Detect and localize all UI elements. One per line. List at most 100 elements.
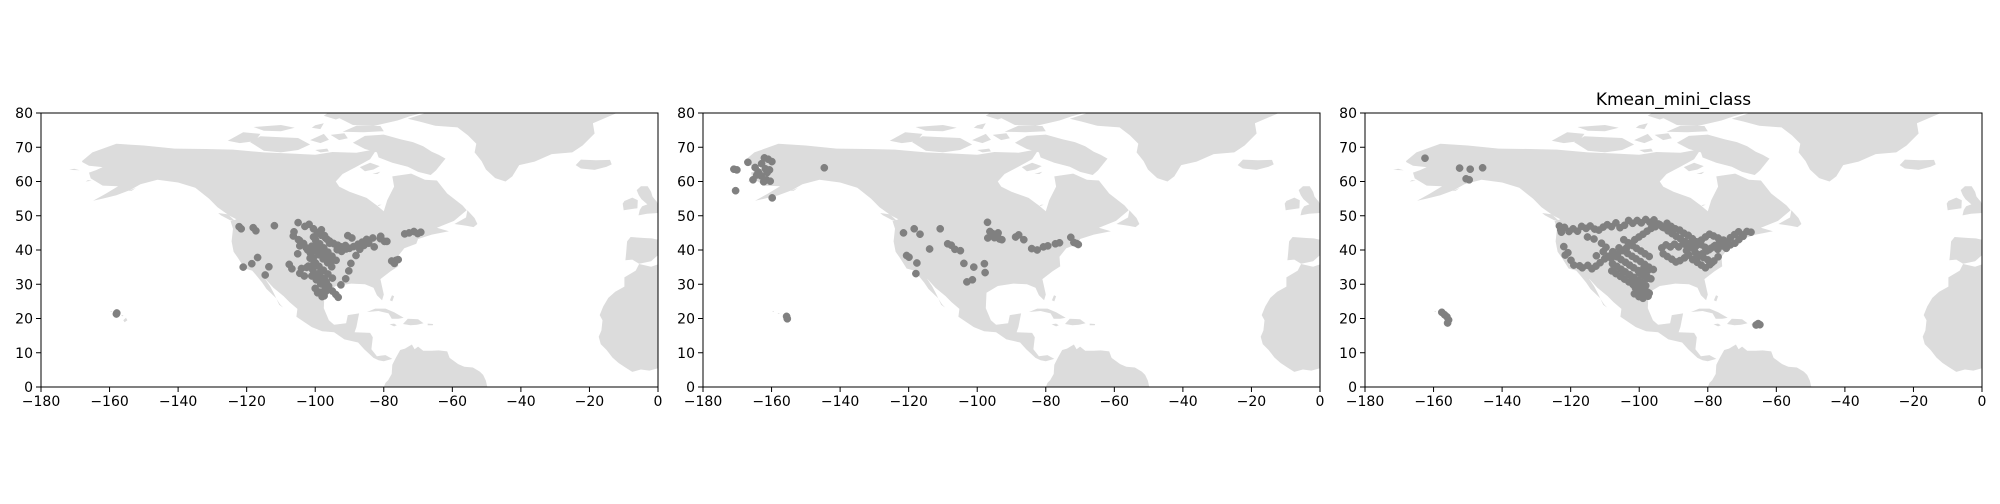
land-axelHeiberg: [323, 113, 347, 120]
land-bahamas: [1051, 295, 1057, 302]
land-akimiski: [376, 204, 382, 207]
land-somerset: [992, 133, 1010, 141]
data-point: [293, 249, 302, 258]
land-southAmerica: [1045, 344, 1150, 387]
land-kodiak: [790, 187, 798, 192]
land-vancouverIs: [880, 213, 898, 222]
data-point: [294, 218, 302, 227]
land-puertoRico: [427, 323, 434, 326]
x-tick-label: −140: [1483, 394, 1521, 410]
land-devon: [342, 125, 384, 133]
land-baffin: [1014, 134, 1108, 175]
land-hawaii2: [120, 315, 124, 317]
land-africa: [1260, 264, 1320, 372]
y-tick-label: 40: [15, 243, 33, 259]
data-point: [1559, 242, 1568, 251]
land-devon: [1004, 125, 1046, 133]
data-point: [1592, 251, 1601, 260]
data-point: [328, 274, 337, 282]
land-hispaniola: [403, 318, 424, 326]
x-tick-label: −20: [1899, 394, 1929, 410]
data-point: [1564, 248, 1572, 257]
data-point: [913, 259, 921, 267]
land-nunivak: [85, 180, 92, 182]
land-bathurst: [311, 123, 324, 130]
land-southampton: [1683, 162, 1704, 172]
land-africa: [1922, 264, 1982, 372]
x-tick-label: −80: [1031, 394, 1061, 410]
land-iceland: [1237, 159, 1274, 170]
data-point: [307, 261, 316, 270]
data-point: [1074, 240, 1083, 249]
data-point: [969, 263, 978, 271]
y-tick-label: 10: [677, 346, 695, 362]
y-tick-label: 70: [1339, 140, 1357, 156]
data-point: [1714, 252, 1722, 261]
data-point: [416, 228, 425, 237]
x-tick-label: −100: [1620, 394, 1658, 410]
data-point: [295, 236, 304, 245]
data-point: [956, 246, 965, 255]
y-tick-label: 20: [15, 312, 33, 328]
land-ellesmere: [1659, 113, 1746, 126]
x-tick-label: −160: [1414, 394, 1452, 410]
data-point: [341, 274, 350, 283]
data-point: [733, 166, 741, 174]
chart-title: Kmean_mini_class: [1596, 90, 1751, 110]
land-devon: [1666, 125, 1708, 133]
land-ireland: [622, 197, 638, 211]
land-baffin: [352, 134, 446, 175]
land-stLawrenceIs: [1393, 168, 1404, 171]
data-point: [261, 271, 270, 279]
land-puertoRico: [1089, 323, 1096, 326]
x-tick-label: −40: [506, 394, 536, 410]
y-tick-label: 20: [1339, 312, 1357, 328]
data-point: [1747, 228, 1755, 237]
data-point: [1639, 294, 1647, 303]
data-point: [1011, 233, 1020, 241]
data-point: [265, 262, 273, 271]
data-point: [1739, 232, 1747, 241]
data-point: [337, 247, 346, 256]
land-newfoundland: [1116, 210, 1140, 228]
data-point: [1641, 281, 1650, 290]
land-greenland: [407, 113, 617, 182]
y-tick-label: 0: [24, 380, 33, 396]
land-stLawrenceIs: [69, 168, 80, 171]
data-point: [768, 194, 777, 202]
data-point: [347, 259, 355, 268]
data-point: [1644, 266, 1652, 275]
data-point: [321, 287, 330, 296]
data-point: [1421, 154, 1429, 163]
land-vancouverIs: [218, 213, 236, 222]
data-point: [1756, 320, 1764, 329]
land-iceland: [1899, 159, 1936, 170]
x-tick-label: −20: [575, 394, 605, 410]
x-tick-label: −120: [227, 394, 265, 410]
x-tick-label: −80: [1693, 394, 1723, 410]
land-hawaii1: [123, 317, 128, 323]
land-greenland: [1069, 113, 1279, 182]
x-tick-label: 0: [654, 394, 663, 410]
data-point: [348, 234, 356, 242]
land-southAmerica: [383, 344, 488, 387]
data-point: [328, 256, 337, 265]
data-point: [1590, 235, 1598, 243]
x-tick-label: −40: [1168, 394, 1198, 410]
x-tick-label: −180: [684, 394, 722, 410]
data-point: [759, 177, 768, 186]
data-point: [289, 232, 298, 240]
land-jamaica: [389, 323, 397, 327]
data-point: [988, 229, 997, 238]
y-tick-label: 60: [677, 175, 695, 191]
land-newfoundland: [454, 210, 478, 228]
x-tick-label: −140: [159, 394, 197, 410]
land-melville: [1577, 125, 1619, 132]
land-melville: [253, 125, 295, 132]
map-panel-3: −180 −160 −140 −120 −100 −80 −60 −40 −20 0 0 10 20 30…: [1339, 90, 1986, 410]
y-tick-label: 20: [677, 312, 695, 328]
data-point: [270, 221, 279, 230]
land-hispaniola: [1065, 318, 1086, 326]
x-tick-label: −120: [1551, 394, 1589, 410]
land-cuba: [1029, 308, 1066, 319]
